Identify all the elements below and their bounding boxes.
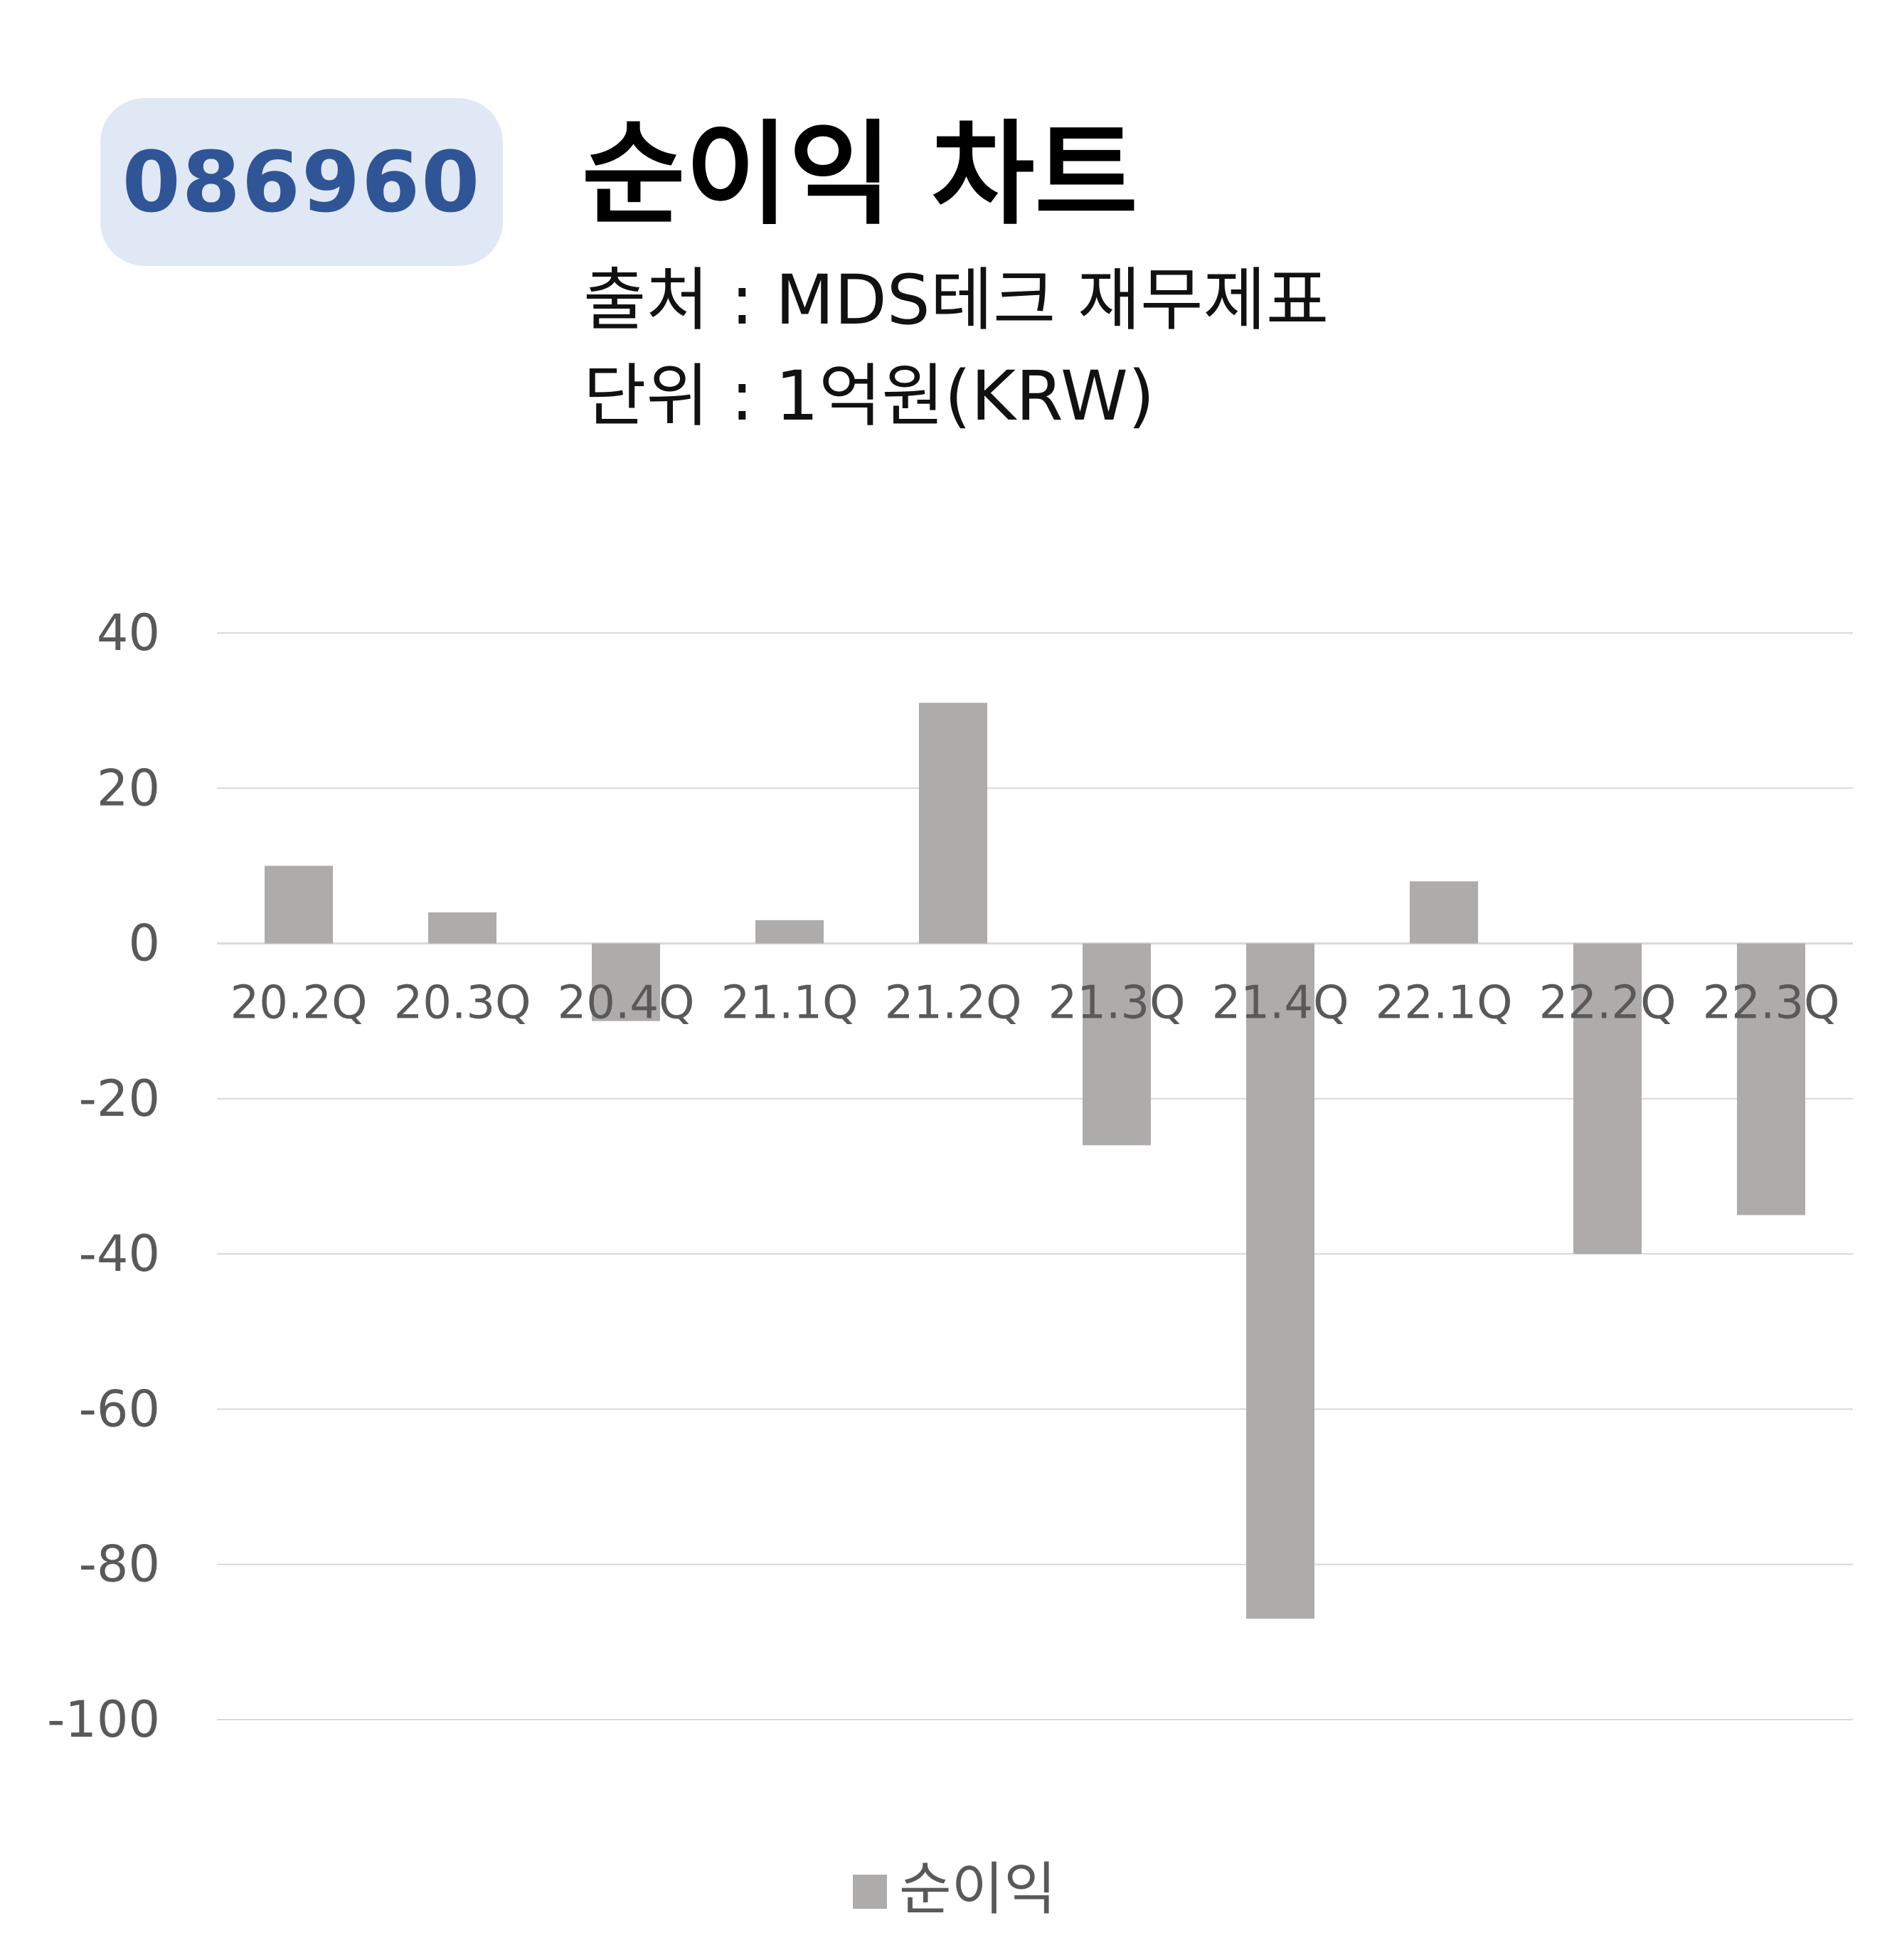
y-tick-label: -40 <box>79 1225 160 1283</box>
x-tick-label: 21.2Q <box>885 977 1022 1030</box>
bar-22.1Q <box>1410 881 1478 944</box>
y-axis-ticks: 40 20 0 -20 -40 -60 -80 -100 <box>47 604 160 1749</box>
bar-22.3Q <box>1737 943 1805 1215</box>
x-tick-label: 22.1Q <box>1376 977 1513 1030</box>
y-tick-label: -20 <box>79 1070 160 1128</box>
y-tick-label: -100 <box>47 1690 160 1749</box>
unit-note: 단위 : 1억원(KRW) <box>583 356 1155 436</box>
y-tick-label: 0 <box>128 915 160 973</box>
bar-20.2Q <box>265 866 333 944</box>
x-tick-label: 21.4Q <box>1212 977 1349 1030</box>
bar-22.2Q <box>1573 943 1642 1255</box>
x-tick-label: 20.4Q <box>558 977 695 1030</box>
x-tick-label: 20.2Q <box>230 977 368 1030</box>
bar-21.2Q <box>919 703 987 944</box>
x-tick-label: 20.3Q <box>394 977 531 1030</box>
chart-title: 순이익 차트 <box>582 110 1138 240</box>
bar-21.3Q <box>1083 943 1151 1146</box>
grid-lines <box>217 632 1853 1720</box>
stock-code-badge: 086960 <box>100 98 503 266</box>
bars <box>265 703 1805 1619</box>
x-tick-label: 21.1Q <box>721 977 859 1030</box>
bar-20.3Q <box>428 912 496 944</box>
x-tick-label: 22.3Q <box>1703 977 1840 1030</box>
source-note: 출처 : MDS테크 재무제표 <box>583 260 1329 340</box>
legend-swatch <box>853 1875 887 1909</box>
x-tick-label: 22.2Q <box>1539 977 1677 1030</box>
y-tick-label: 40 <box>97 604 160 662</box>
bar-21.4Q <box>1246 943 1314 1619</box>
legend-label: 순이익 <box>899 1856 1056 1922</box>
bar-21.1Q <box>755 920 824 944</box>
x-axis-ticks: 20.2Q 20.3Q 20.4Q 21.1Q 21.2Q 21.3Q 21.4Q 22.1Q… <box>230 977 1840 1030</box>
legend: 순이익 <box>853 1856 1056 1922</box>
y-tick-label: 20 <box>97 759 160 817</box>
bar-20.4Q <box>592 943 660 1021</box>
y-tick-label: -60 <box>79 1380 160 1438</box>
stock-code: 086960 <box>122 133 482 231</box>
y-tick-label: -80 <box>79 1535 160 1594</box>
x-tick-label: 21.3Q <box>1048 977 1186 1030</box>
